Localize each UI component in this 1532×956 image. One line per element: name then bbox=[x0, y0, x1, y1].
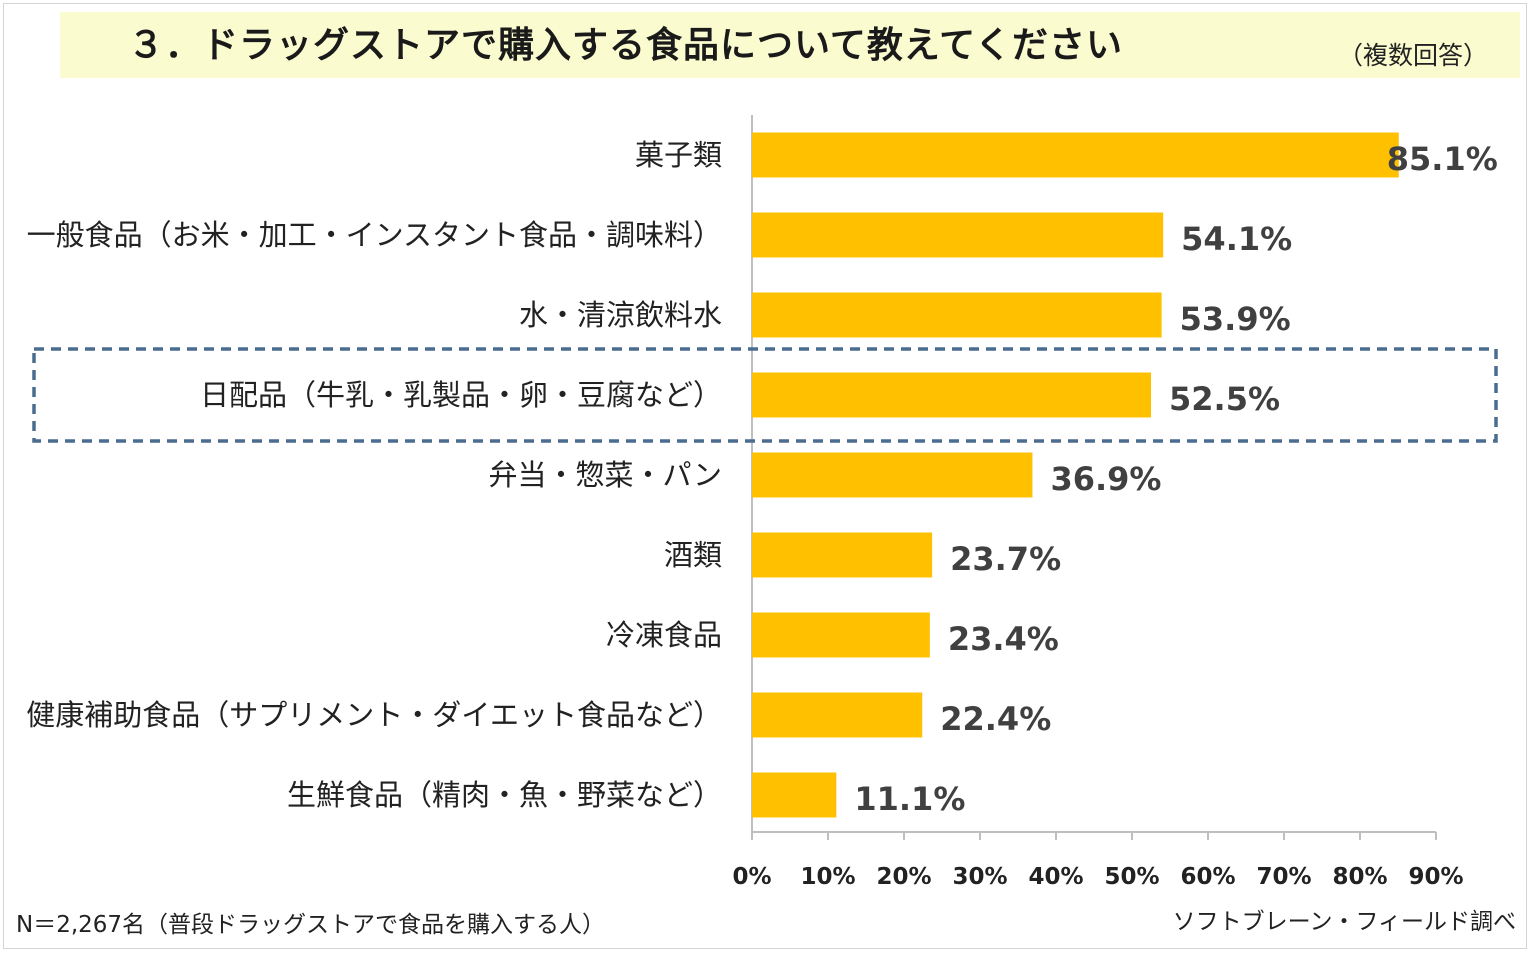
title-band bbox=[60, 12, 1520, 78]
category-label-category-9: 生鮮食品（精肉・魚・野菜など） bbox=[287, 778, 722, 812]
bar-category-4 bbox=[752, 372, 1151, 418]
category-label-category-2: 一般食品（お米・加工・インスタント食品・調味料） bbox=[27, 218, 722, 252]
chart-title: ３．ドラッグストアで購入する食品について教えてください bbox=[128, 25, 1124, 66]
value-label-category-7: 23.4% bbox=[948, 620, 1059, 658]
category-label-category-8: 健康補助食品（サプリメント・ダイエット食品など） bbox=[26, 698, 722, 732]
value-label-category-8: 22.4% bbox=[940, 700, 1051, 738]
category-label-category-4: 日配品（牛乳・乳製品・卵・豆腐など） bbox=[200, 378, 722, 412]
category-label-category-5: 弁当・惣菜・パン bbox=[489, 458, 722, 492]
bar-category-1 bbox=[752, 132, 1399, 178]
value-label-category-3: 53.9% bbox=[1180, 300, 1291, 338]
x-tick-label-0: 0% bbox=[732, 864, 771, 890]
x-tick-label-8: 80% bbox=[1332, 864, 1387, 890]
bar-category-8 bbox=[752, 692, 923, 738]
x-tick-label-2: 20% bbox=[876, 864, 931, 890]
chart-frame bbox=[3, 3, 1527, 949]
bar-category-2 bbox=[752, 212, 1164, 258]
value-label-category-6: 23.7% bbox=[950, 540, 1061, 578]
x-tick-label-5: 50% bbox=[1104, 864, 1159, 890]
category-label-category-7: 冷凍食品 bbox=[606, 618, 722, 652]
source-note: ソフトブレーン・フィールド調べ bbox=[1172, 909, 1516, 935]
value-label-category-4: 52.5% bbox=[1169, 380, 1280, 418]
category-label-category-3: 水・清涼飲料水 bbox=[519, 298, 722, 332]
x-tick-label-4: 40% bbox=[1028, 864, 1083, 890]
x-tick-label-1: 10% bbox=[800, 864, 855, 890]
value-label-category-2: 54.1% bbox=[1181, 220, 1292, 258]
value-label-category-9: 11.1% bbox=[854, 780, 965, 818]
value-label-category-5: 36.9% bbox=[1050, 460, 1161, 498]
category-label-category-1: 菓子類 bbox=[635, 138, 722, 172]
x-tick-label-3: 30% bbox=[952, 864, 1007, 890]
bar-category-6 bbox=[752, 532, 933, 578]
bar-category-3 bbox=[752, 292, 1162, 338]
highlight-box bbox=[32, 347, 1498, 443]
bar-category-9 bbox=[752, 772, 837, 818]
chart-subtitle: （複数回答） bbox=[1337, 41, 1488, 70]
bar-category-5 bbox=[752, 452, 1033, 498]
sample-size-note: N＝2,267名（普段ドラッグストアで食品を購入する人） bbox=[16, 912, 606, 938]
x-tick-label-7: 70% bbox=[1256, 864, 1311, 890]
category-label-category-6: 酒類 bbox=[664, 538, 722, 572]
x-tick-label-9: 90% bbox=[1408, 864, 1463, 890]
bar-category-7 bbox=[752, 612, 930, 658]
x-tick-label-6: 60% bbox=[1180, 864, 1235, 890]
value-label-category-1: 85.1% bbox=[1387, 140, 1498, 178]
